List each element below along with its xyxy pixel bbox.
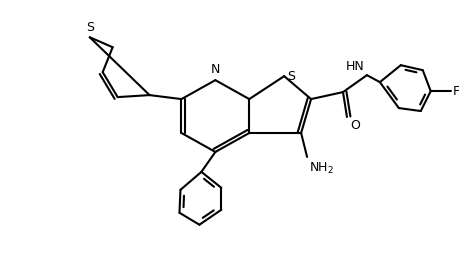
Text: S: S bbox=[85, 21, 94, 34]
Text: O: O bbox=[349, 119, 359, 132]
Text: NH$_2$: NH$_2$ bbox=[308, 161, 333, 176]
Text: N: N bbox=[210, 63, 219, 76]
Text: S: S bbox=[286, 70, 295, 83]
Text: HN: HN bbox=[346, 60, 364, 73]
Text: F: F bbox=[452, 85, 459, 98]
